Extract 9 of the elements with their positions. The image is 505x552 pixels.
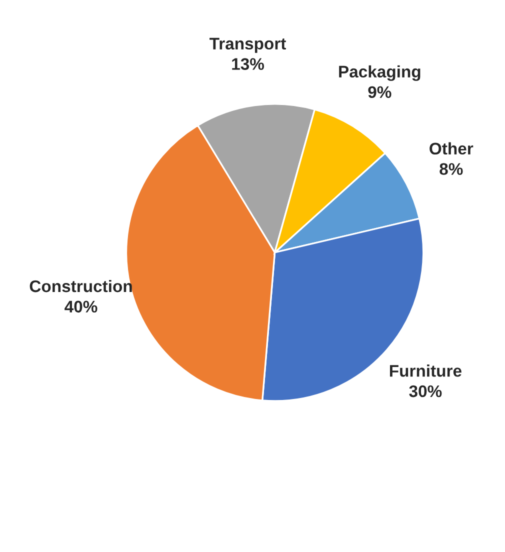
data-label: 9% [368,86,392,98]
slice-label: Transport [210,38,286,53]
slice-label: Furniture [390,364,462,377]
data-label: 40% [64,300,98,313]
data-label: 8% [440,163,463,175]
data-label: 30% [409,385,442,398]
data-label: 13% [232,58,264,70]
slice-label: Other [430,142,474,155]
slice-label: Packaging [339,65,420,81]
